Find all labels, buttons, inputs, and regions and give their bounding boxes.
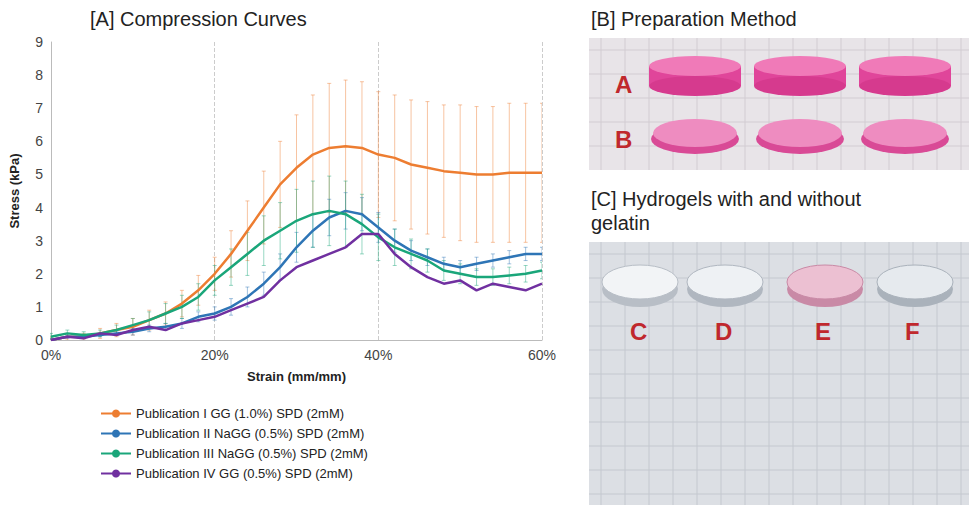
svg-text:0: 0: [35, 332, 43, 348]
svg-text:C: C: [630, 318, 647, 345]
svg-text:7: 7: [35, 100, 43, 116]
svg-text:60%: 60%: [528, 347, 556, 363]
svg-text:D: D: [715, 318, 732, 345]
svg-text:4: 4: [35, 200, 43, 216]
svg-text:Publication I GG (1.0%) SPD (2: Publication I GG (1.0%) SPD (2mM): [136, 406, 344, 421]
svg-text:E: E: [815, 318, 831, 345]
svg-text:Publication II NaGG (0.5%) SPD: Publication II NaGG (0.5%) SPD (2mM): [136, 426, 364, 441]
svg-text:3: 3: [35, 233, 43, 249]
svg-text:B: B: [615, 126, 632, 153]
svg-text:1: 1: [35, 299, 43, 315]
svg-text:[B] Preparation Method: [B] Preparation Method: [591, 8, 797, 30]
svg-text:Publication III NaGG (0.5%) SP: Publication III NaGG (0.5%) SPD (2mM): [136, 446, 368, 461]
svg-text:40%: 40%: [364, 347, 392, 363]
svg-text:[A] Compression Curves: [A] Compression Curves: [90, 8, 307, 30]
svg-text:2: 2: [35, 266, 43, 282]
svg-text:Stress (kPa): Stress (kPa): [7, 153, 22, 228]
svg-text:5: 5: [35, 166, 43, 182]
svg-text:gelatin: gelatin: [591, 212, 650, 234]
svg-text:Publication IV GG (0.5%) SPD (: Publication IV GG (0.5%) SPD (2mM): [136, 466, 353, 481]
svg-text:A: A: [615, 71, 632, 98]
svg-text:8: 8: [35, 67, 43, 83]
svg-text:Strain (mm/mm): Strain (mm/mm): [247, 369, 346, 384]
svg-text:9: 9: [35, 34, 43, 50]
svg-text:6: 6: [35, 133, 43, 149]
svg-text:20%: 20%: [201, 347, 229, 363]
svg-text:[C] Hydrogels with and without: [C] Hydrogels with and without: [591, 188, 862, 210]
svg-text:0%: 0%: [41, 347, 61, 363]
svg-text:F: F: [905, 318, 920, 345]
